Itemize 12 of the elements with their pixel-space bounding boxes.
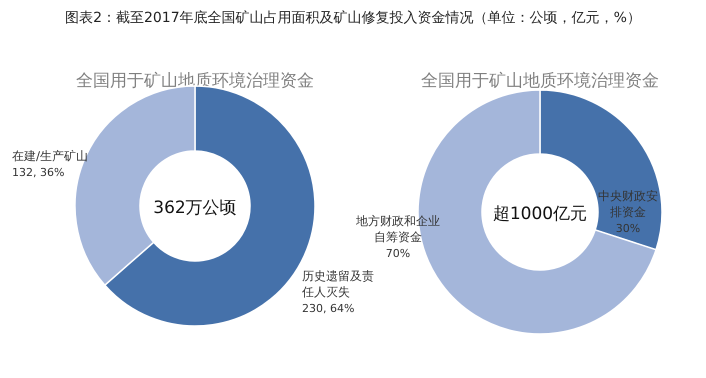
slice-label: 历史遗留及责任人灭失 xyxy=(301,269,374,299)
slice-label: 在建/生产矿山 xyxy=(12,149,88,163)
chart-title: 全国用于矿山地质环境治理资金 xyxy=(421,71,659,91)
data-label: 132, 36% xyxy=(12,166,64,179)
slice-label: 地方财政和企业自筹资金 xyxy=(355,214,440,244)
data-label: 30% xyxy=(616,222,640,235)
text: 362万公顷 xyxy=(153,198,237,218)
chart-title: 图表2：截至2017年底全国矿山占用面积及矿山修复投入资金情况（单位：公顷，亿元，%） xyxy=(65,10,641,26)
data-label: 70% xyxy=(386,247,410,260)
slice-label: 中央财政安排资金 xyxy=(598,189,658,219)
text: 超1000亿元 xyxy=(492,204,588,224)
data-label: 230, 64% xyxy=(302,302,354,315)
